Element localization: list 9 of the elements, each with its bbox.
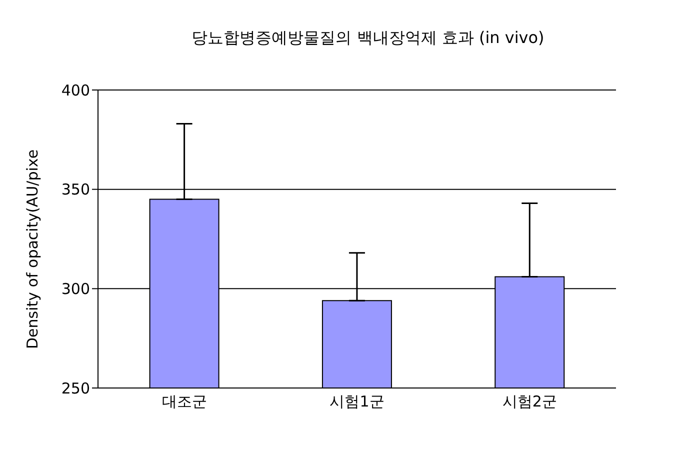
y-tick-label: 300	[61, 280, 90, 298]
x-tick-label: 대조군	[162, 392, 207, 411]
x-tick-label: 시험2군	[502, 392, 557, 411]
x-tick-label: 시험1군	[330, 392, 384, 411]
y-tick-label: 250	[61, 379, 90, 398]
y-tick-label: 400	[61, 81, 90, 100]
chart-title: 당뇨합병증예방물질의 백내장억제 효과 (in vivo)	[190, 27, 546, 49]
y-axis-title: Density of opacity(AU/pixe	[23, 149, 42, 349]
y-tick-label: 350	[61, 180, 90, 199]
